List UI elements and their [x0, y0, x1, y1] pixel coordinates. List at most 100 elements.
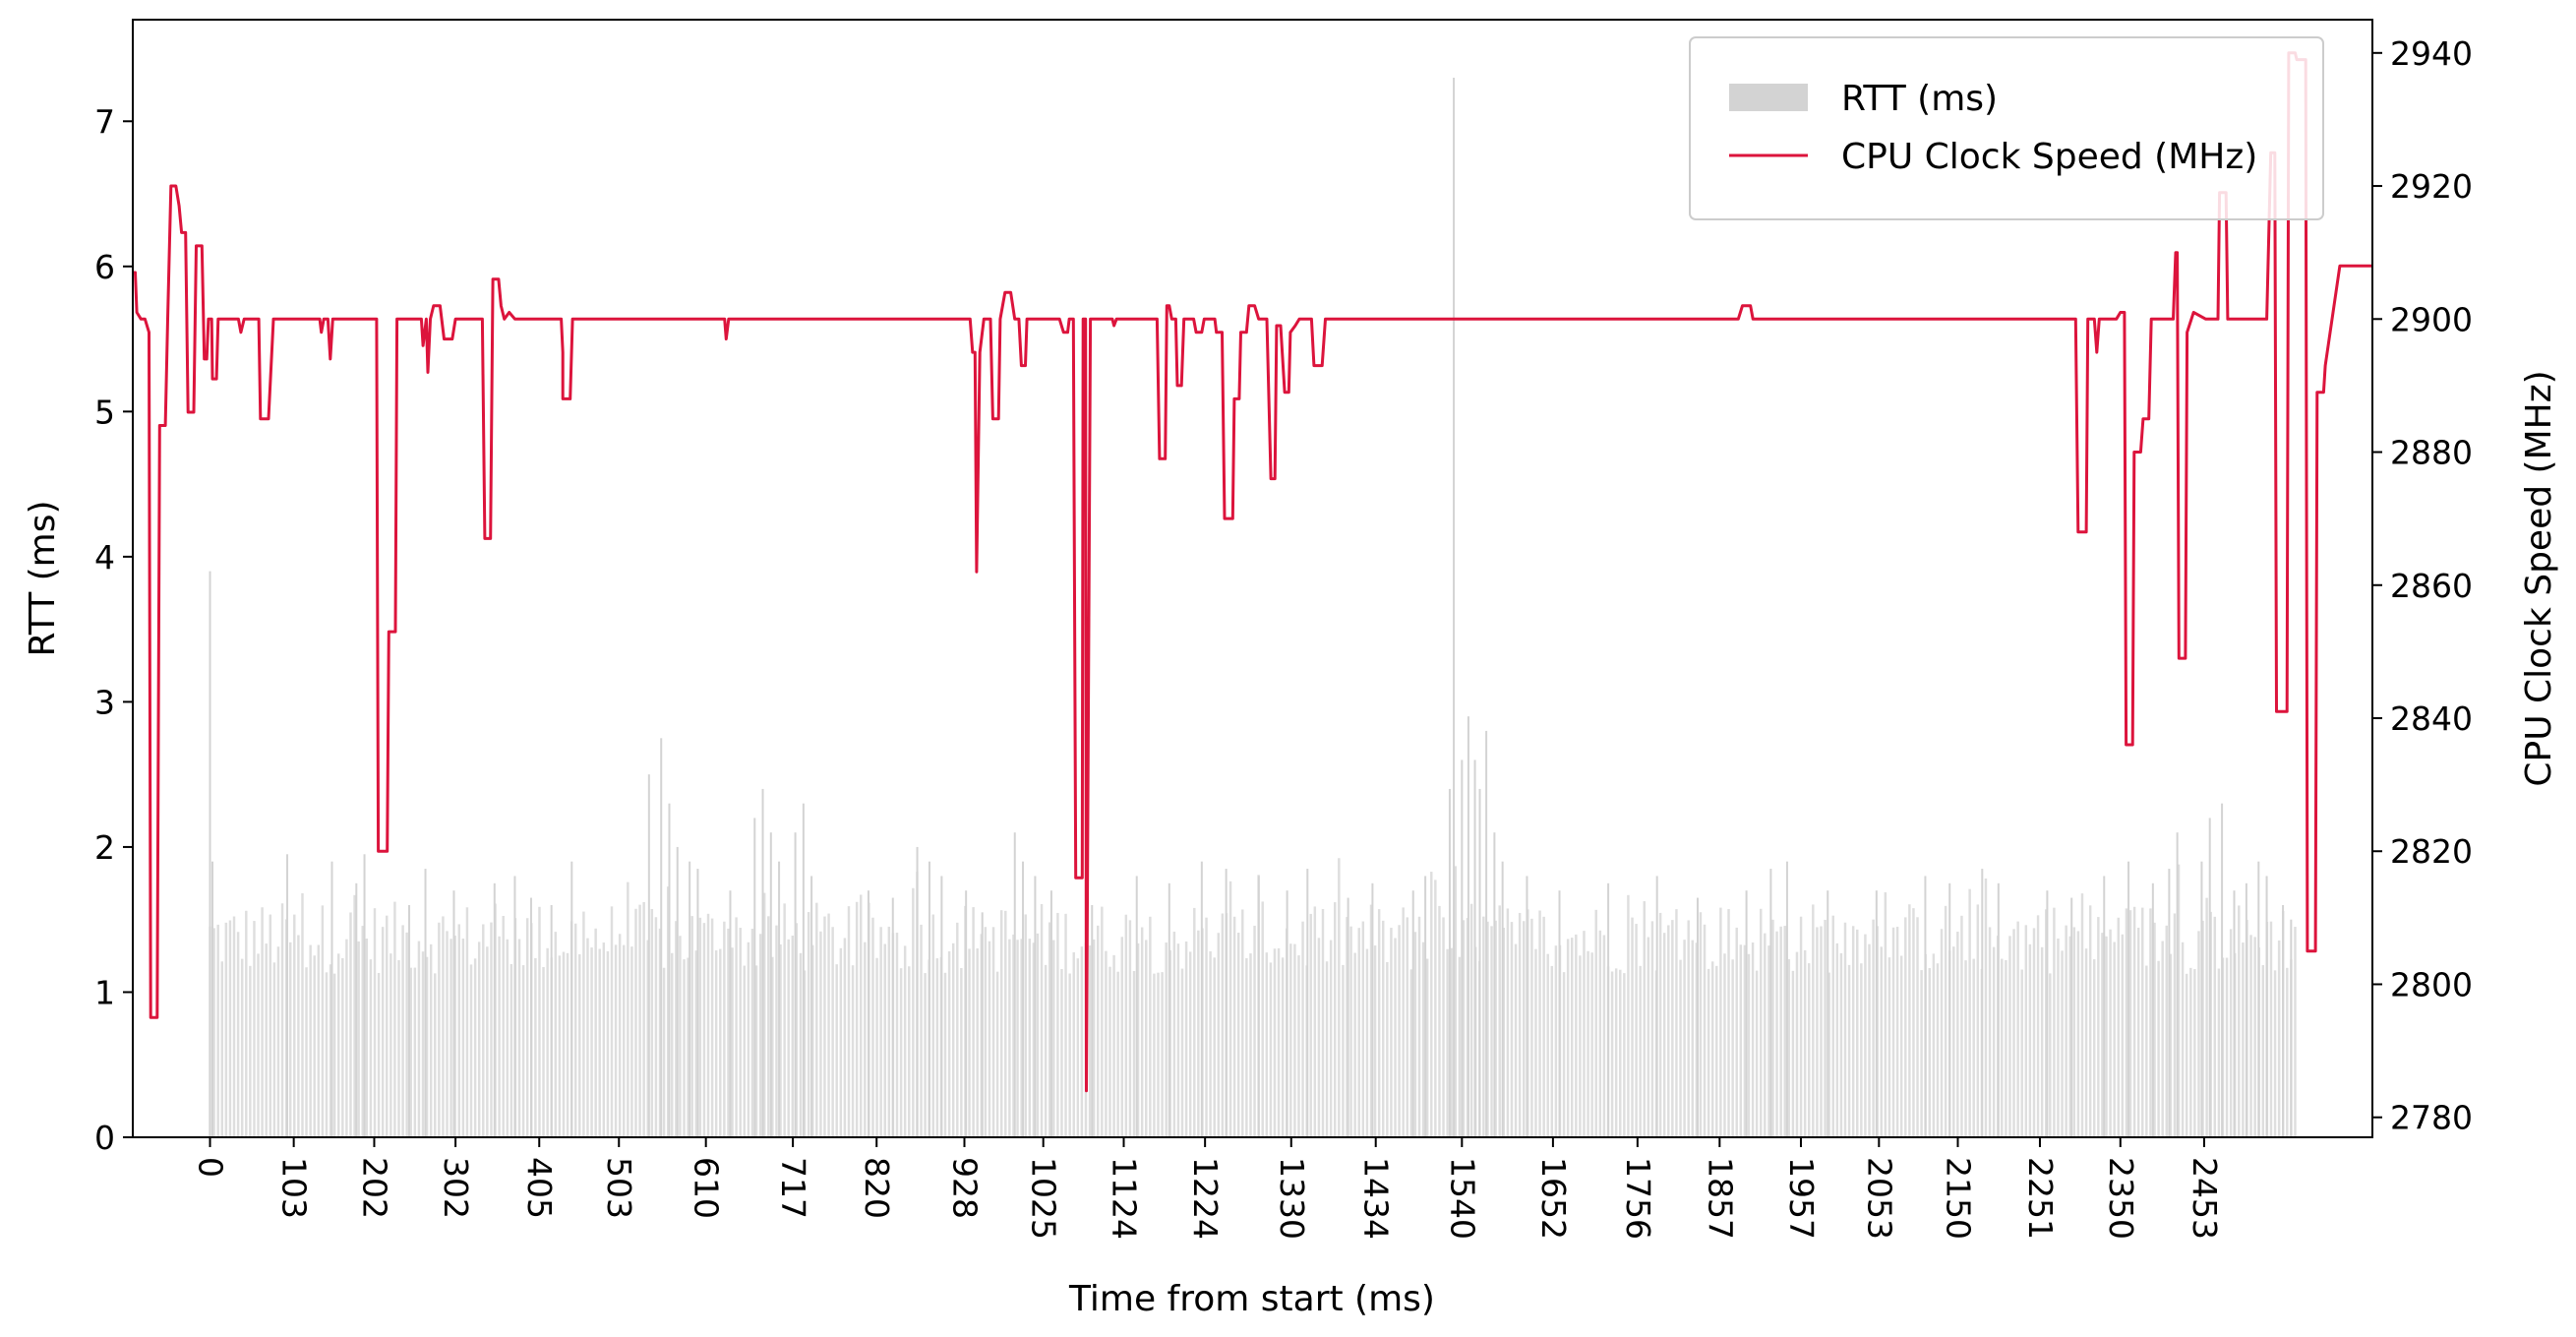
rtt-bar [843, 938, 847, 1137]
rtt-bar-peak [1485, 730, 1488, 1137]
rtt-bar [743, 965, 747, 1137]
rtt-bar [795, 923, 799, 1137]
rtt-bar-peak [1306, 869, 1309, 1137]
rtt-bar [446, 931, 449, 1137]
rtt-bar [477, 942, 481, 1137]
rtt-bar [345, 939, 348, 1137]
rtt-bar [2201, 920, 2204, 1137]
rtt-bar [1382, 920, 1385, 1137]
rtt-bar [1132, 971, 1136, 1137]
rtt-bar [1469, 903, 1473, 1137]
rtt-bar [871, 917, 874, 1137]
x-axis: 0 103 202 302 405 503 610 717 820 928 1025 1124 1224… [192, 1137, 2224, 1240]
rtt-bar [1188, 951, 1192, 1137]
rtt-bar [1076, 958, 1080, 1137]
rtt-bar [823, 916, 826, 1137]
rtt-bar [912, 887, 915, 1137]
rtt-bar [1538, 910, 1541, 1137]
rtt-bar [887, 926, 891, 1137]
rtt-bar [2049, 973, 2052, 1137]
rtt-bar [2153, 922, 2156, 1137]
rtt-bar [1759, 908, 1763, 1137]
rtt-bar [2093, 959, 2096, 1137]
rtt-bar [2080, 893, 2084, 1137]
rtt-bar [413, 967, 417, 1137]
rtt-bar [1916, 917, 1919, 1137]
rtt-bar [1743, 944, 1747, 1137]
rtt-bar [2105, 936, 2108, 1137]
rtt-bar [2097, 917, 2100, 1137]
rtt-bar [1040, 903, 1044, 1137]
rtt-bar [220, 961, 223, 1137]
rtt-bar [1860, 963, 1863, 1137]
rtt-bar [1128, 920, 1132, 1137]
rtt-bar [1864, 934, 1867, 1137]
rtt-bar [1101, 906, 1104, 1137]
rtt-bar [546, 947, 549, 1137]
rtt-bar [1956, 931, 1959, 1137]
left-tick-label: 1 [94, 973, 115, 1011]
rtt-bar [2136, 927, 2140, 1137]
rtt-bar [968, 948, 971, 1137]
rtt-bar [401, 925, 404, 1137]
rtt-bar [1386, 961, 1389, 1137]
rtt-bar [706, 913, 710, 1137]
x-tick-label: 1434 [1357, 1157, 1396, 1240]
rtt-bar [280, 903, 284, 1137]
left-tick-label: 6 [94, 248, 115, 286]
rtt-bar [265, 943, 268, 1137]
rtt-bar-peak [1225, 869, 1228, 1137]
rtt-bar [1691, 940, 1694, 1137]
rtt-bar [361, 926, 364, 1137]
rtt-bar [1193, 907, 1196, 1137]
rtt-bar [747, 942, 750, 1137]
rtt-bar [1353, 952, 1356, 1137]
rtt-bar [228, 920, 232, 1137]
right-tick-label: 2940 [2390, 34, 2473, 73]
rtt-bar [212, 928, 215, 1137]
rtt-bar [1346, 917, 1348, 1137]
rtt-bar [811, 944, 814, 1137]
rtt-bar [2061, 950, 2064, 1137]
rtt-bar [662, 967, 666, 1137]
rtt-bar [365, 939, 369, 1137]
rtt-bar [421, 951, 425, 1137]
rtt-bar [791, 936, 795, 1137]
rtt-bar [1265, 952, 1269, 1137]
rtt-bar [2001, 958, 2004, 1137]
rtt-bar [253, 921, 256, 1137]
rtt-bar [2141, 907, 2144, 1137]
rtt-bar [2269, 921, 2273, 1137]
rtt-bar-peak [209, 571, 211, 1137]
rtt-bar [683, 959, 686, 1137]
rtt-bar [2076, 931, 2080, 1137]
rtt-bar [988, 941, 991, 1137]
rtt-bar-peak [408, 904, 411, 1137]
rtt-bar [1293, 943, 1296, 1137]
rtt-bar [1675, 909, 1678, 1137]
rtt-bar [679, 936, 682, 1137]
rtt-bar [2242, 942, 2245, 1137]
rtt-bar [860, 894, 863, 1137]
x-tick-label: 2150 [1939, 1157, 1977, 1240]
cpu-line-group [133, 51, 2372, 1093]
rtt-bar [1149, 916, 1152, 1137]
rtt-bar [1482, 916, 1485, 1137]
rtt-bar-peak [1526, 876, 1528, 1137]
rtt-bar [731, 947, 734, 1137]
rtt-bar-peak [1022, 861, 1025, 1137]
rtt-bar-peak [2151, 882, 2154, 1137]
rtt-bar [1992, 946, 1996, 1137]
rtt-bar [245, 910, 248, 1137]
rtt-bar [1895, 927, 1899, 1137]
x-tick-label: 717 [774, 1157, 812, 1219]
rtt-bar [1209, 950, 1212, 1137]
right-axis: 2780 2800 2820 2840 2860 2880 2900 2920 2940 [2372, 34, 2473, 1137]
rtt-bar [598, 948, 601, 1137]
rtt-bar-peak [550, 904, 553, 1137]
rtt-bar [1727, 909, 1730, 1137]
rtt-bar [1097, 925, 1100, 1137]
rtt-bar [1116, 971, 1119, 1137]
rtt-bar [554, 932, 558, 1137]
